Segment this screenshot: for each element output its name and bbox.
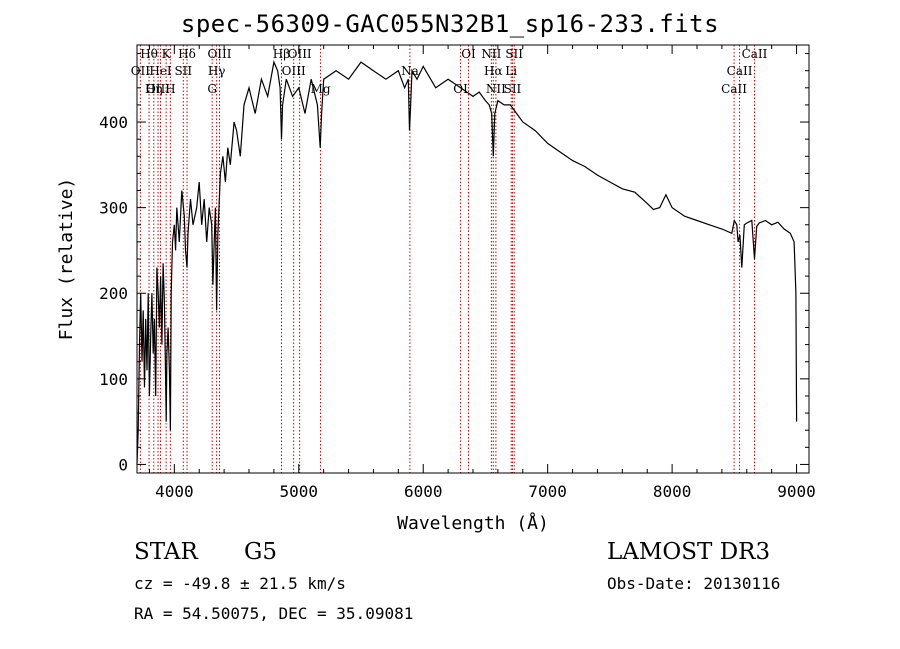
redshift-velocity: cz = -49.8 ± 21.5 km/s xyxy=(134,574,346,593)
y-tick-label: 300 xyxy=(99,199,128,218)
x-tick-label: 6000 xyxy=(404,482,443,501)
spectral-line-label: NII xyxy=(481,47,501,61)
spectral-line-label: SII xyxy=(505,47,523,61)
spectral-line-label: Hθ xyxy=(140,47,158,61)
spectral-line-label: Hγ xyxy=(208,64,226,78)
spectral-line-label: SII xyxy=(504,82,522,96)
y-tick-label: 0 xyxy=(118,455,128,474)
spectral-line-label: H xyxy=(165,82,175,96)
spectral-line-label: Hα xyxy=(484,64,503,78)
spectral-line-label: Na xyxy=(401,64,419,78)
spectral-line-label: G xyxy=(207,82,217,96)
observation-date: Obs-Date: 20130116 xyxy=(607,574,781,593)
spectral-line-label: HeI xyxy=(149,64,172,78)
chart-title: spec-56309-GAC055N32B1_sp16-233.fits xyxy=(180,10,720,38)
x-tick-label: 4000 xyxy=(155,482,194,501)
x-axis-label: Wavelength (Å) xyxy=(397,512,549,534)
y-tick-label: 400 xyxy=(99,113,128,132)
spectral-line-label: K xyxy=(162,47,172,61)
spectral-line-label: Hβ xyxy=(273,47,290,61)
spectral-line-label: CaII xyxy=(742,47,768,61)
x-tick-label: 8000 xyxy=(653,482,692,501)
x-tick-label: 9000 xyxy=(777,482,816,501)
spectral-line-label: CaII xyxy=(721,82,747,96)
spectral-line-label: Hδ xyxy=(178,47,196,61)
y-axis-label: Flux (relative) xyxy=(56,178,77,341)
spectral-line-label: OIII xyxy=(282,64,306,78)
plot-frame xyxy=(136,44,810,474)
coordinates: RA = 54.50075, DEC = 35.09081 xyxy=(134,604,414,623)
spectral-line-label: Mg xyxy=(311,82,331,96)
spectral-line-label: OI xyxy=(453,82,468,96)
y-tick-label: 100 xyxy=(99,370,128,389)
y-tick-label: 200 xyxy=(99,284,128,303)
spectral-line-label: NII xyxy=(486,82,506,96)
spectrum-series-line xyxy=(136,60,798,465)
spectral-line-label: Hη xyxy=(145,82,163,96)
spectral-line-label: CaII xyxy=(727,64,753,78)
spectral-line-label: Li xyxy=(505,64,517,78)
spectral-line-label: SII xyxy=(174,64,192,78)
x-tick-label: 5000 xyxy=(280,482,319,501)
spectral-line-label: OIII xyxy=(146,82,170,96)
spectral-line-markers xyxy=(139,45,755,473)
spectral-line-label: OIII xyxy=(207,47,231,61)
spectral-line-label: OIII xyxy=(288,47,312,61)
spectral-subclass: G5 xyxy=(244,539,278,565)
survey-label: LAMOST DR3 xyxy=(607,539,771,565)
x-tick-label: 7000 xyxy=(528,482,567,501)
spectral-line-label: OI xyxy=(461,47,476,61)
object-class: STAR xyxy=(134,539,198,565)
